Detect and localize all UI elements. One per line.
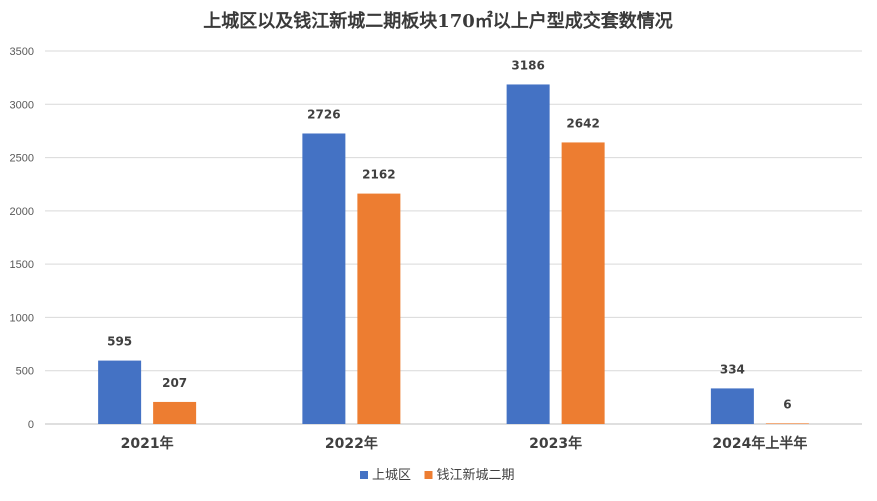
bars [98,84,809,425]
data-label: 3186 [511,58,544,72]
bar-shangcheng-0 [98,360,142,424]
data-label: 2642 [566,116,599,130]
x-category-label: 2023年 [529,435,582,452]
x-category-label: 2021年 [121,435,174,452]
y-tick-label: 500 [16,366,34,378]
y-axis-ticks: 0 500 1000 1500 2000 2500 3000 3500 [10,46,34,431]
x-category-label: 2024年上半年 [712,435,807,452]
data-label: 2162 [362,168,395,182]
data-label: 595 [107,335,132,349]
legend-swatch [360,471,368,479]
data-label: 2726 [307,107,340,121]
bar-qianjiang-2 [561,142,605,424]
data-label: 207 [162,376,187,390]
y-tick-label: 1000 [10,312,34,324]
y-tick-label: 1500 [10,259,34,271]
legend-label: 钱江新城二期 [437,467,515,483]
y-tick-label: 0 [28,419,34,431]
legend-swatch [424,471,433,479]
y-tick-label: 3000 [10,99,34,111]
gridlines [45,50,862,425]
y-tick-label: 2000 [10,206,34,218]
x-axis-categories: 2021年 2022年 2023年 2024年上半年 [121,435,808,452]
y-tick-label: 2500 [10,153,34,165]
y-tick-label: 3500 [10,46,34,58]
bar-shangcheng-1 [302,133,346,425]
data-labels: 595 207 2726 2162 3186 2642 334 6 [107,58,791,411]
legend-label: 上城区 [372,468,411,483]
chart-title: 上城区以及钱江新城二期板块170㎡以上户型成交套数情况 [203,10,673,32]
bar-shangcheng-2 [506,84,550,424]
bar-qianjiang-3 [765,423,809,424]
data-label: 6 [783,397,791,411]
legend: 上城区 钱江新城二期 [360,467,515,483]
x-category-label: 2022年 [325,435,378,452]
bar-qianjiang-1 [357,193,401,424]
data-label: 334 [720,362,745,376]
bar-shangcheng-3 [710,388,754,424]
bar-qianjiang-0 [153,401,197,424]
